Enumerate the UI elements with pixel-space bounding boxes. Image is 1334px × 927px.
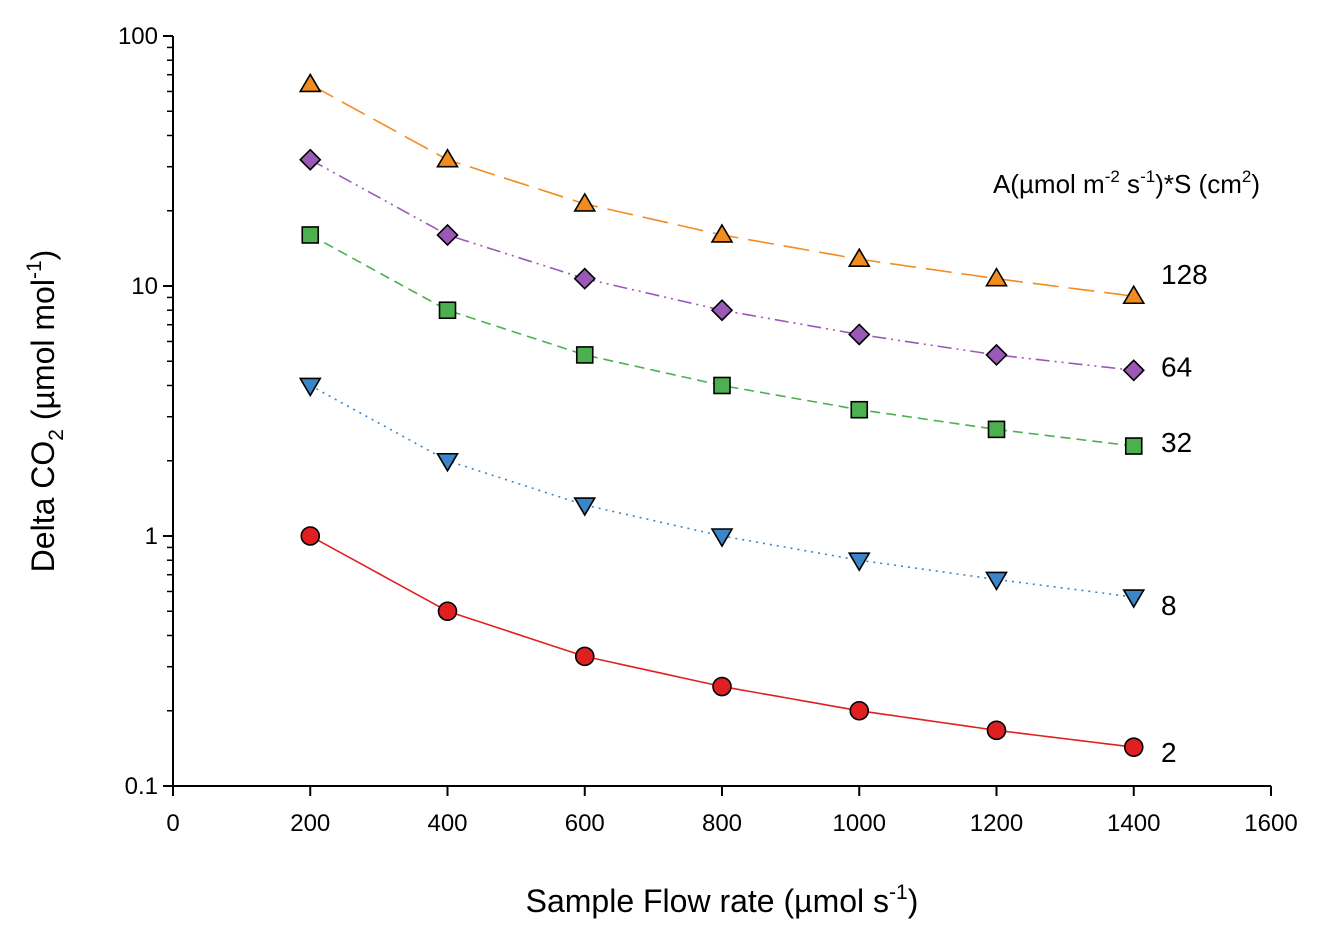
data-point-square xyxy=(1124,437,1143,455)
data-point-diamond xyxy=(436,223,459,247)
x-axis-title: Sample Flow rate (µmol s-1) xyxy=(526,881,919,919)
data-point-diamond xyxy=(1122,359,1145,382)
series-label-64: 64 xyxy=(1161,351,1192,382)
data-point-diamond xyxy=(848,323,871,346)
data-point-triangle-up xyxy=(1122,284,1146,305)
y-tick-label: 100 xyxy=(118,23,158,50)
data-point-triangle-down xyxy=(985,571,1008,592)
series-label-2: 2 xyxy=(1161,737,1177,768)
data-point-triangle-up xyxy=(436,148,459,168)
data-point-square xyxy=(438,301,457,320)
data-point-circle xyxy=(849,700,870,721)
data-point-triangle-up xyxy=(985,267,1008,287)
x-axis-ticks: 0 200 400 600 800 1000 1200 1400 1600 xyxy=(166,786,1298,837)
data-point-diamond xyxy=(573,267,596,290)
data-point-square xyxy=(575,346,594,364)
data-point-circle xyxy=(300,526,321,546)
data-point-triangle-down xyxy=(1122,589,1146,609)
data-point-triangle-down xyxy=(710,528,734,548)
plot-frame xyxy=(172,36,1271,787)
data-point-circle xyxy=(1123,737,1144,757)
x-tick-label: 1600 xyxy=(1244,810,1297,837)
data-point-circle xyxy=(437,601,458,622)
data-point-circle xyxy=(712,676,732,697)
y-tick-label: 1 xyxy=(145,523,158,550)
y-tick-label: 0.1 xyxy=(125,773,158,800)
data-point-square xyxy=(301,226,320,244)
data-point-triangle-up xyxy=(847,247,871,267)
data-point-triangle-up xyxy=(573,192,597,212)
series-labels: 128 64 32 8 2 xyxy=(1161,259,1208,768)
series-line-32 xyxy=(309,234,1134,447)
data-point-diamond xyxy=(985,343,1008,367)
x-tick-label: 200 xyxy=(290,810,330,837)
y-tick-label: 10 xyxy=(131,273,158,300)
data-point-triangle-down xyxy=(847,552,871,572)
data-point-square xyxy=(987,420,1006,439)
x-tick-label: 1200 xyxy=(970,810,1023,837)
series-label-128: 128 xyxy=(1161,259,1208,290)
x-tick-label: 600 xyxy=(565,810,605,837)
data-point-triangle-down xyxy=(573,497,597,517)
data-point-square xyxy=(850,400,869,419)
data-point-diamond xyxy=(710,299,734,322)
series-label-8: 8 xyxy=(1161,590,1177,621)
x-tick-label: 400 xyxy=(427,810,467,837)
data-point-triangle-down xyxy=(436,452,459,473)
x-tick-label: 0 xyxy=(166,810,179,837)
data-point-triangle-down xyxy=(298,377,322,398)
series-label-32: 32 xyxy=(1161,427,1192,458)
x-tick-label: 1400 xyxy=(1107,810,1160,837)
data-point-square xyxy=(713,376,731,395)
data-point-circle xyxy=(574,646,595,667)
y-axis-ticks: 0.1 1 10 100 xyxy=(118,23,173,800)
legend-title: A(µmol m-2 s-1)*S (cm2) xyxy=(993,167,1260,199)
series-line-8 xyxy=(309,384,1134,598)
x-tick-label: 800 xyxy=(702,810,742,837)
data-point-triangle-up xyxy=(298,72,322,93)
data-point-triangle-up xyxy=(710,223,734,243)
x-tick-label: 1000 xyxy=(833,810,886,837)
y-axis-title: Delta CO2 (µmol mol-1) xyxy=(23,250,68,573)
data-point-circle xyxy=(986,720,1007,741)
data-point-diamond xyxy=(299,148,322,171)
series-line-2 xyxy=(309,535,1134,748)
series-markers xyxy=(298,72,1146,757)
